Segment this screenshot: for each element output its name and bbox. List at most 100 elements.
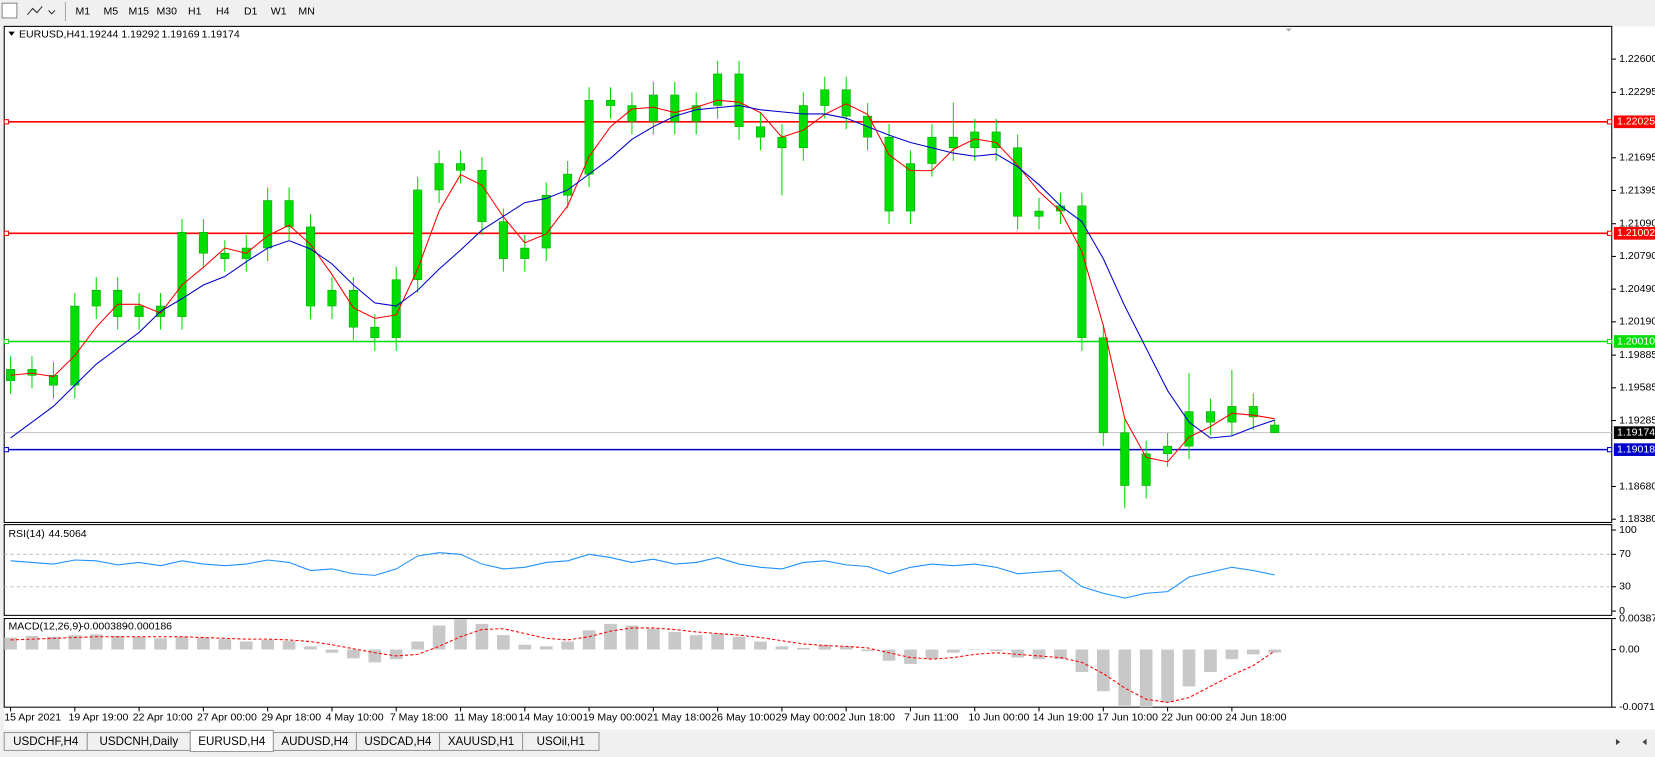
candle-body (370, 326, 380, 339)
timeframe-button[interactable] (292, 1, 321, 22)
y-tick-label: 1.19885 (1619, 349, 1655, 361)
level-label-box (1613, 335, 1655, 348)
level-handle[interactable] (3, 230, 9, 236)
timeframe-button[interactable] (208, 1, 237, 22)
pane-marker (1285, 28, 1292, 32)
macd-pane (3, 617, 1613, 708)
macd-bar (1011, 649, 1024, 658)
candle-body (927, 136, 937, 164)
candle-body (434, 163, 444, 191)
macd-bar (304, 646, 317, 650)
timeframe-button[interactable] (181, 1, 209, 22)
tool-icon[interactable] (1, 2, 18, 19)
macd-bar (1096, 649, 1110, 692)
level-handle[interactable] (1606, 230, 1613, 236)
macd-bar (925, 649, 939, 660)
macd-bar (904, 649, 917, 664)
macd-bar (1118, 649, 1132, 706)
toolbar (0, 0, 1655, 24)
macd-bar (1032, 649, 1046, 660)
candle-body (263, 200, 273, 249)
macd-bar (689, 635, 703, 650)
macd-bar (1182, 649, 1196, 687)
y-tick-label: 0.00 (1619, 643, 1640, 655)
y-tick-label: 0 (1619, 605, 1625, 617)
level-handle[interactable] (1606, 338, 1613, 345)
macd-bar (47, 636, 60, 650)
x-tick-label: 14 May 10:00 (518, 712, 582, 724)
candle-body (948, 136, 958, 149)
moving-average (10, 99, 1275, 463)
symbol-tab-label: USDCHF,H4 (13, 735, 79, 748)
macd-bar (411, 641, 424, 650)
macd-bar (1139, 649, 1153, 708)
timeframe-label: MN (298, 5, 314, 17)
x-tick-label: 4 May 10:00 (326, 712, 384, 724)
y-tick-label: 1.19585 (1619, 382, 1655, 394)
timeframe-button[interactable] (236, 1, 265, 22)
macd-bar (25, 635, 39, 650)
symbol-tab[interactable] (522, 731, 600, 751)
x-tick-label: 26 May 10:00 (711, 712, 775, 724)
y-tick-label: 1.21395 (1619, 184, 1655, 196)
x-tick-label: 10 Jun 00:00 (968, 712, 1029, 724)
timeframe-button[interactable] (125, 1, 153, 22)
moving-average (10, 105, 1275, 439)
candle-body (1098, 337, 1108, 434)
header-low: 1.19169 (161, 29, 199, 41)
macd-main-value: -0.000389 (80, 621, 128, 633)
timeframe-button[interactable] (97, 1, 125, 22)
candle-body (884, 136, 894, 212)
timeframe-button[interactable] (69, 1, 97, 22)
macd-bar (1225, 649, 1239, 660)
candle-body (1205, 411, 1215, 423)
candle-body (1013, 147, 1023, 217)
macd-bar (775, 646, 789, 650)
level-handle[interactable] (3, 338, 9, 345)
level-label: 1.20010 (1617, 335, 1655, 347)
candle-body (91, 289, 101, 307)
level-handle[interactable] (1606, 447, 1613, 453)
candle-body (1120, 432, 1130, 486)
macd-bar (561, 641, 574, 650)
x-tick-label: 11 May 18:00 (454, 712, 517, 724)
candle-body (1227, 406, 1237, 423)
x-tick-label: 7 Jun 11:00 (904, 712, 958, 724)
header-close: 1.19174 (202, 29, 240, 41)
timeframe-button[interactable] (264, 1, 293, 22)
macd-bar (818, 644, 832, 650)
macd-bar (239, 641, 253, 650)
candle-body (541, 195, 551, 249)
macd-bar (1075, 649, 1089, 672)
candle-body (798, 105, 808, 149)
timeframe-label: W1 (271, 5, 287, 17)
macd-bar (861, 649, 874, 652)
x-tick-label: 29 May 00:00 (776, 712, 840, 724)
macd-bar (882, 649, 896, 661)
y-tick-label: 1.18680 (1619, 480, 1655, 492)
candle-body (1141, 453, 1151, 486)
rsi-pane (3, 524, 1613, 616)
y-tick-label: -0.007195 (1619, 701, 1655, 713)
current-price-box (1613, 426, 1655, 439)
macd-bar (432, 625, 446, 650)
x-tick-label: 17 Jun 10:00 (1097, 712, 1158, 724)
macd-bar (497, 635, 510, 650)
candle-body (905, 163, 915, 212)
y-tick-label: 1.21695 (1619, 152, 1655, 164)
candle-body (391, 279, 401, 339)
level-label-box (1613, 226, 1655, 240)
symbol-tab-label: USOil,H1 (537, 735, 585, 748)
x-tick-label: 22 Jun 00:00 (1161, 712, 1222, 724)
candle-body (734, 73, 744, 127)
candle-body (477, 170, 487, 222)
level-handle[interactable] (3, 119, 9, 125)
timeframe-button[interactable] (153, 1, 181, 22)
level-label-box (1613, 443, 1655, 456)
timeframe-label: H1 (188, 5, 202, 17)
candle-body (198, 231, 208, 254)
tool-icon[interactable] (27, 5, 56, 16)
level-handle[interactable] (1606, 119, 1613, 125)
macd-bar (604, 623, 617, 650)
level-handle[interactable] (3, 447, 9, 453)
